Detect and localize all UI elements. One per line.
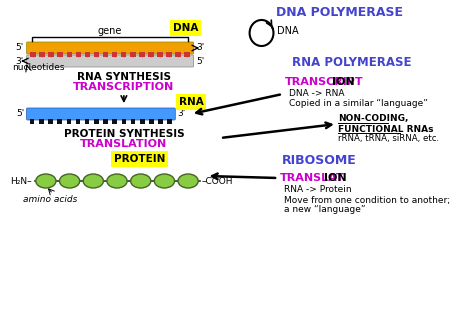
Bar — [121, 52, 127, 56]
Bar — [30, 119, 35, 124]
Bar — [166, 52, 172, 56]
Bar — [76, 53, 81, 57]
Ellipse shape — [107, 174, 127, 188]
Text: NON-CODING,: NON-CODING, — [337, 114, 408, 124]
Bar — [157, 52, 163, 56]
FancyBboxPatch shape — [27, 42, 193, 54]
Bar — [130, 53, 136, 57]
Bar — [167, 119, 172, 124]
Bar — [184, 52, 190, 56]
Bar — [140, 119, 145, 124]
Bar — [112, 52, 118, 56]
Text: TRANSLAT: TRANSLAT — [280, 173, 345, 183]
FancyBboxPatch shape — [27, 108, 175, 120]
Text: amino acids: amino acids — [23, 195, 78, 203]
Bar — [94, 53, 99, 57]
Text: 3': 3' — [196, 43, 205, 52]
Bar — [48, 53, 54, 57]
Ellipse shape — [83, 174, 103, 188]
Bar — [57, 52, 63, 56]
Bar — [66, 119, 71, 124]
Text: PROTEIN: PROTEIN — [114, 154, 165, 164]
Text: rRNA, tRNA, siRNA, etc.: rRNA, tRNA, siRNA, etc. — [337, 135, 439, 143]
Text: RNA SYNTHESIS: RNA SYNTHESIS — [77, 72, 171, 82]
Bar — [85, 53, 90, 57]
Bar — [103, 119, 108, 124]
Bar — [148, 52, 154, 56]
Bar — [121, 53, 127, 57]
Bar — [175, 52, 181, 56]
Bar — [39, 53, 45, 57]
Bar — [94, 52, 99, 56]
Text: Copied in a similar “language”: Copied in a similar “language” — [289, 99, 428, 109]
Bar — [131, 119, 136, 124]
Ellipse shape — [155, 174, 174, 188]
Bar — [158, 119, 163, 124]
Bar — [148, 53, 154, 57]
Text: ION: ION — [324, 173, 346, 183]
Text: TRANSLATION: TRANSLATION — [80, 139, 167, 149]
Text: DNA: DNA — [173, 23, 198, 33]
FancyBboxPatch shape — [27, 55, 193, 67]
Text: FUNCTIONAL RNAs: FUNCTIONAL RNAs — [337, 125, 433, 134]
Text: TRANSCRIPT: TRANSCRIPT — [284, 77, 363, 87]
Text: RIBOSOME: RIBOSOME — [282, 155, 357, 168]
Bar — [57, 53, 63, 57]
Text: ION: ION — [332, 77, 355, 87]
Bar — [157, 53, 163, 57]
Bar — [48, 119, 53, 124]
Bar — [30, 52, 36, 56]
Bar — [57, 119, 62, 124]
Text: PROTEIN SYNTHESIS: PROTEIN SYNTHESIS — [64, 129, 184, 139]
Text: DNA -> RNA: DNA -> RNA — [289, 90, 345, 98]
Bar — [85, 52, 90, 56]
Text: –COOH: –COOH — [202, 176, 233, 185]
Bar — [94, 119, 99, 124]
Text: 5': 5' — [17, 110, 25, 118]
Text: RNA POLYMERASE: RNA POLYMERASE — [292, 56, 411, 69]
Bar — [76, 119, 80, 124]
Bar — [76, 52, 81, 56]
Bar — [39, 119, 44, 124]
Text: Move from one condition to another;: Move from one condition to another; — [284, 196, 451, 204]
Ellipse shape — [178, 174, 198, 188]
Bar — [139, 52, 145, 56]
Text: H₂N–: H₂N– — [10, 176, 32, 185]
Bar — [66, 53, 72, 57]
Bar — [103, 53, 109, 57]
Text: TRANSCRIPTION: TRANSCRIPTION — [73, 82, 174, 92]
Text: RNA -> Protein: RNA -> Protein — [284, 185, 352, 195]
Text: 5': 5' — [16, 43, 24, 52]
Bar — [66, 52, 72, 56]
Bar — [85, 119, 90, 124]
Ellipse shape — [131, 174, 151, 188]
Bar — [139, 53, 145, 57]
Ellipse shape — [36, 174, 56, 188]
Bar — [30, 53, 36, 57]
Text: gene: gene — [98, 26, 122, 36]
Ellipse shape — [60, 174, 80, 188]
Text: DNA POLYMERASE: DNA POLYMERASE — [276, 7, 403, 20]
Bar — [166, 53, 172, 57]
Text: 5': 5' — [196, 56, 205, 66]
Bar — [184, 53, 190, 57]
Text: DNA: DNA — [277, 26, 299, 36]
Bar — [39, 52, 45, 56]
Text: nucleotides: nucleotides — [12, 64, 64, 72]
Bar — [130, 52, 136, 56]
Text: a new “language”: a new “language” — [284, 205, 366, 215]
Bar — [112, 119, 117, 124]
Bar — [112, 53, 118, 57]
Text: RNA: RNA — [179, 97, 203, 107]
Bar — [122, 119, 126, 124]
Bar — [175, 53, 181, 57]
Bar — [48, 52, 54, 56]
Bar — [149, 119, 154, 124]
Text: 3': 3' — [177, 110, 185, 118]
Bar — [103, 52, 109, 56]
Text: 3': 3' — [16, 56, 24, 66]
